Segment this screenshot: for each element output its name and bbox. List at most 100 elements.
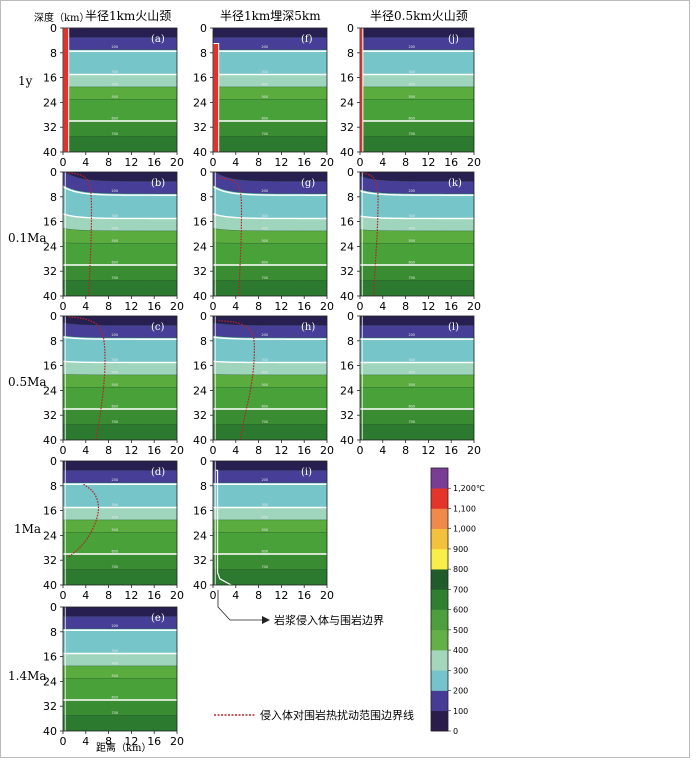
x-tick-label: 4 [232, 300, 239, 313]
x-tick-label: 8 [105, 156, 112, 169]
isotherm-label: 300 [111, 358, 118, 362]
x-tick-label: 12 [421, 300, 435, 313]
isotherm-label: 300 [261, 503, 268, 507]
temperature-band [63, 607, 177, 617]
temperature-band [213, 461, 327, 471]
y-tick-label: 24 [193, 529, 207, 542]
perturbation-boundary-line [68, 483, 100, 558]
y-tick-label: 24 [43, 240, 57, 253]
panel-id-label: (e) [151, 613, 165, 624]
x-tick-label: 12 [124, 156, 138, 169]
isotherm-label: 300 [408, 358, 415, 362]
layer-boundary-line [360, 215, 474, 220]
colorbar-tick-label: 200 [453, 687, 468, 696]
isotherm-label: 500 [111, 674, 118, 678]
colorbar-swatch [431, 508, 448, 529]
colorbar-swatch [431, 528, 448, 550]
isotherm-label: 700 [261, 132, 268, 136]
isotherm-label: 400 [111, 515, 118, 519]
y-tick-label: 0 [200, 310, 207, 323]
perturbation-legend-label: 侵入体对围岩热扰动范围边界线 [260, 708, 414, 722]
isotherm-label: 300 [261, 70, 268, 74]
x-tick-label: 16 [444, 444, 458, 457]
colorbar-swatch [431, 548, 448, 570]
x-tick-label: 12 [274, 156, 288, 169]
layer-boundary-line [63, 186, 177, 196]
isotherm-label: 200 [261, 333, 268, 337]
temperature-band [213, 316, 327, 326]
x-tick-label: 8 [105, 300, 112, 313]
panel-frame [62, 171, 178, 297]
y-tick-label: 24 [340, 384, 354, 397]
x-tick-label: 12 [421, 444, 435, 457]
y-tick-label: 0 [347, 166, 354, 179]
colorbar-tick-label: 600 [453, 606, 468, 615]
x-tick-label: 8 [255, 156, 262, 169]
isotherm-label: 200 [261, 478, 268, 482]
x-tick-label: 16 [297, 300, 311, 313]
y-tick-label: 8 [50, 191, 57, 204]
colorbar-swatch [431, 609, 448, 631]
boundary-annotation-arrowhead [262, 616, 270, 624]
panel-id-label: (k) [448, 178, 462, 189]
y-tick-label: 40 [193, 146, 207, 159]
y-tick-label: 0 [50, 601, 57, 614]
colorbar-swatch [431, 589, 448, 610]
perturbation-boundary-line [218, 320, 255, 440]
isotherm-label: 700 [111, 565, 118, 569]
intrusion-body [360, 28, 364, 152]
intrusion-body [63, 28, 70, 152]
y-tick-label: 16 [340, 72, 354, 85]
x-tick-label: 0 [357, 156, 364, 169]
panel-frame [212, 27, 328, 153]
x-tick-label: 12 [124, 444, 138, 457]
colorbar-tick-label: 400 [453, 646, 468, 655]
colorbar-tick-label: 700 [453, 585, 468, 594]
colorbar-swatch [431, 670, 448, 691]
y-tick-label: 16 [193, 360, 207, 373]
panel-field: 200 300 400 500 600 700 [63, 607, 177, 731]
x-tick-label: 4 [379, 156, 386, 169]
layer-boundary-line [63, 360, 177, 364]
layer-boundary-line [63, 213, 177, 220]
x-tick-label: 0 [210, 300, 217, 313]
x-tick-label: 0 [357, 300, 364, 313]
x-tick-label: 12 [274, 589, 288, 602]
y-tick-label: 24 [193, 96, 207, 109]
row-label-1ma: 1Ma [14, 522, 41, 536]
x-tick-label: 8 [105, 444, 112, 457]
isotherm-label: 400 [408, 82, 415, 86]
column-title-2: 半径1km埋深5km [220, 9, 321, 23]
colorbar-tick-label: 800 [453, 565, 468, 574]
x-tick-label: 4 [82, 444, 89, 457]
x-tick-label: 16 [147, 735, 161, 748]
y-tick-label: 8 [200, 480, 207, 493]
panel-field: 200 300 400 500 600 700 [63, 172, 177, 296]
figure-frame [0, 0, 690, 758]
temperature-band [63, 316, 177, 326]
y-tick-label: 8 [200, 47, 207, 60]
perturbation-boundary-line [362, 172, 379, 296]
boundary-annotation-leader [217, 590, 262, 621]
isotherm-label: 300 [111, 649, 118, 653]
colorbar-swatch [431, 468, 448, 489]
colorbar-frame [430, 467, 449, 732]
y-tick-label: 8 [347, 47, 354, 60]
x-tick-label: 12 [421, 156, 435, 169]
panel-frame [62, 606, 178, 732]
isotherm-label: 200 [111, 45, 118, 49]
colorbar-tick-label: 1,100 [453, 504, 476, 513]
y-tick-label: 40 [43, 434, 57, 447]
colorbar-tick-label: 1,200℃ [453, 484, 485, 493]
isotherm-label: 500 [261, 528, 268, 532]
isotherm-label: 400 [261, 226, 268, 230]
y-tick-label: 16 [193, 216, 207, 229]
colorbar: 0 100 200 300 400 500 600 700 800 900 1,000 1,100 1,… [430, 467, 485, 736]
isotherm-label: 600 [261, 550, 268, 554]
isotherm-label: 500 [261, 95, 268, 99]
isotherm-label: 500 [261, 239, 268, 243]
x-tick-label: 4 [82, 300, 89, 313]
